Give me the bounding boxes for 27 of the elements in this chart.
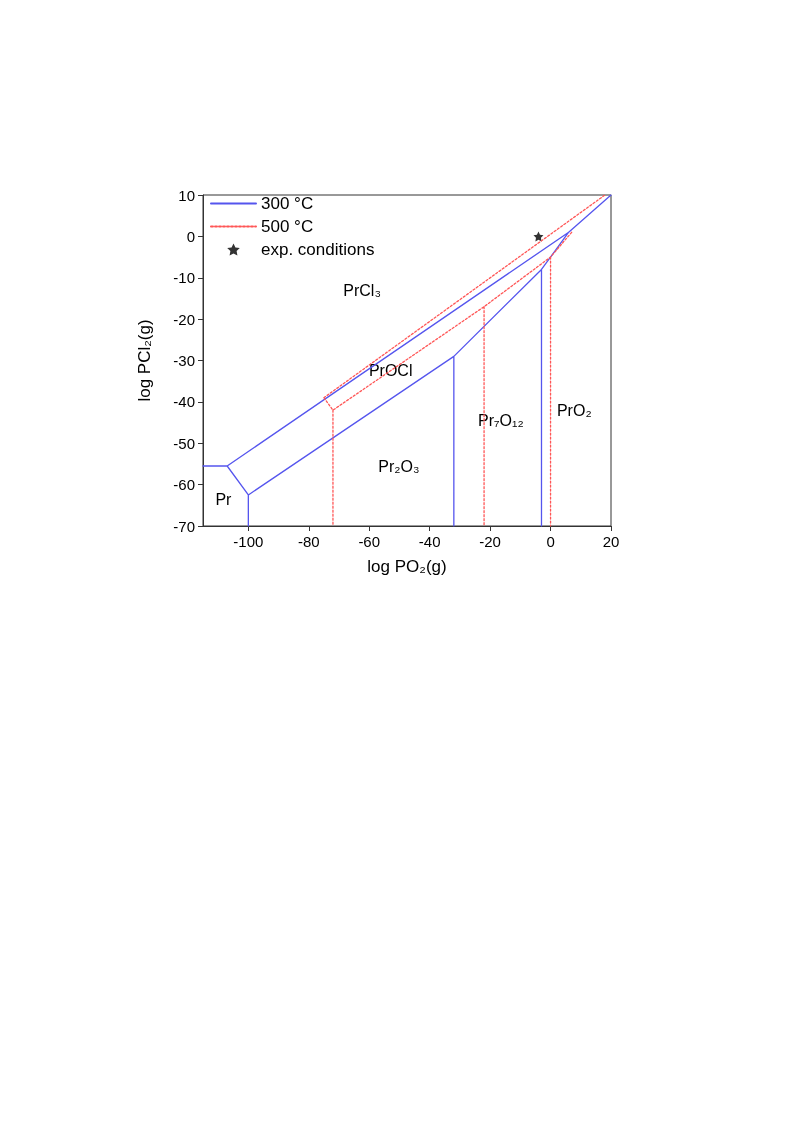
x-tick-label: -60 xyxy=(358,533,381,550)
y-tick-label: -20 xyxy=(173,310,195,328)
x-tick-label: -40 xyxy=(418,533,441,550)
y-tick-label: 0 xyxy=(186,227,195,245)
legend-label: exp. conditions xyxy=(261,240,375,259)
y-tick-label: -10 xyxy=(173,269,195,287)
y-tick-label: -60 xyxy=(173,476,195,494)
x-tick-label: -80 xyxy=(297,533,320,550)
y-tick-label: -50 xyxy=(173,434,195,452)
annotation: Pr₂O₃ xyxy=(378,457,420,475)
annotation: PrOCl xyxy=(368,361,413,379)
x-tick-label: 0 xyxy=(546,533,555,550)
x-tick-label: -20 xyxy=(479,533,501,550)
y-tick-label: -30 xyxy=(173,352,195,369)
annotation: PrO₂ xyxy=(556,401,592,419)
x-tick-label: 20 xyxy=(602,533,620,550)
y-tick-label: 10 xyxy=(178,186,195,204)
x-tick-label: -100 xyxy=(233,533,264,550)
y-tick-label: -70 xyxy=(173,517,195,535)
y-axis-title: log PCl₂(g) xyxy=(135,319,154,402)
annotation: Pr xyxy=(215,491,233,509)
x-axis-title: log PO₂(g) xyxy=(367,557,447,576)
annotation: PrCl₃ xyxy=(343,282,381,300)
annotation: Pr₇O₁₂ xyxy=(478,411,524,429)
y-tick-label: -40 xyxy=(173,393,195,411)
legend-label: 500 °C xyxy=(261,217,314,236)
legend-label: 300 °C xyxy=(261,194,314,213)
